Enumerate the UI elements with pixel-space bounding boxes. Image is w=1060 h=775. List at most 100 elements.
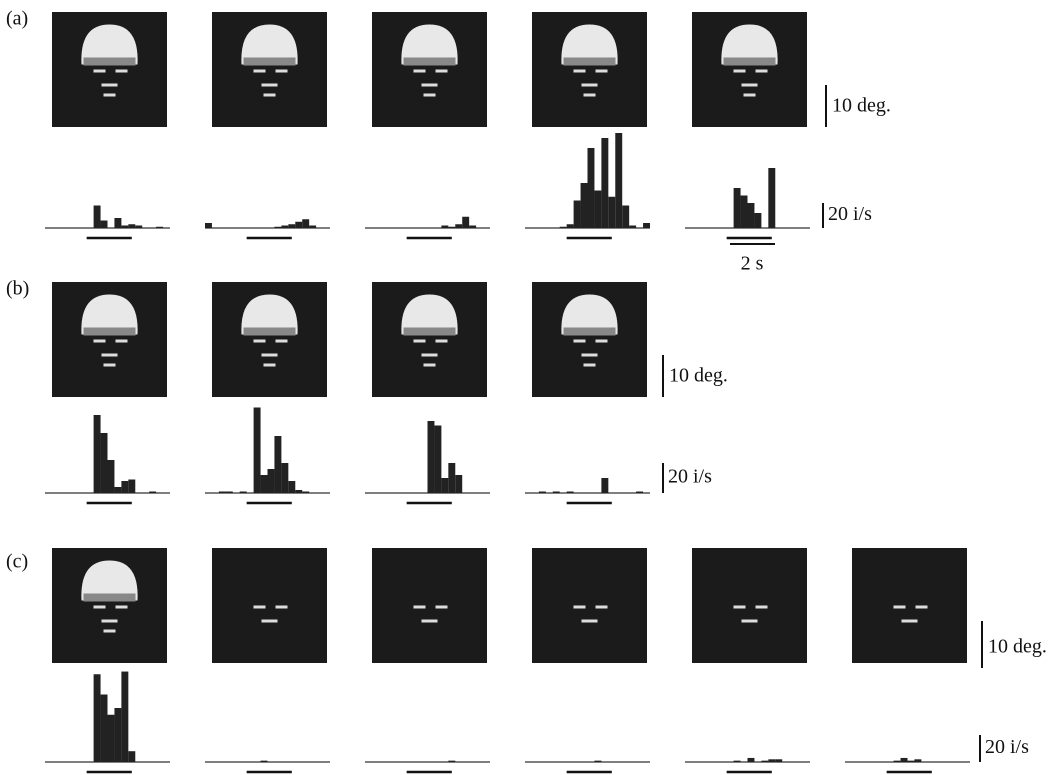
histogram-bar [594,761,601,762]
histogram-bar [469,226,476,229]
histogram-bar [274,436,281,493]
facial-feature [102,354,118,357]
facial-feature [264,94,276,97]
histogram-bar [567,492,574,494]
histogram-bar [149,492,156,494]
histogram-bar [309,226,316,229]
facial-feature [756,70,768,73]
histogram-bar [281,463,288,493]
hair-edge [84,594,136,602]
histogram-bar [108,715,115,762]
histogram-bar [101,695,108,763]
facial-feature [262,354,278,357]
face-stimulus [372,282,487,397]
facial-feature [422,84,438,87]
face-stimulus [692,12,807,127]
histogram-bar [121,672,128,762]
histogram-bar [601,138,608,228]
histogram-bar [914,759,921,762]
face-stimulus [532,282,647,397]
facial-feature [582,620,598,623]
histogram-bar [768,168,775,228]
time-scale-label: 2 s [741,253,764,275]
facial-feature [894,606,906,609]
histogram-bar [748,758,755,762]
face-stimulus [212,12,327,127]
histogram-bar [894,761,901,762]
histogram-bar [226,492,233,494]
histogram-bar [748,203,755,228]
histogram-bar [254,408,261,494]
histogram-bar [601,478,608,493]
histogram-bar [128,480,135,494]
hair-edge [564,328,616,336]
histogram-bar [615,133,622,228]
facial-feature [584,94,596,97]
facial-feature [94,70,106,73]
panel-label: (b) [6,278,29,300]
stimulus-background [212,548,327,663]
histogram-bar [94,415,101,493]
facial-feature [102,84,118,87]
histogram-bar [261,475,268,493]
histogram-bar [94,206,101,229]
size-scale-label: 10 deg. [832,95,891,117]
facial-feature [414,340,426,343]
facial-feature [414,606,426,609]
facial-feature [414,70,426,73]
histogram-bar [455,475,462,493]
face-stimulus [52,548,167,663]
histogram-bar [205,223,212,228]
histogram-bar [261,761,268,762]
face-stimulus [372,12,487,127]
histogram-bar [101,433,108,493]
histogram-bar [761,761,768,762]
facial-feature [254,340,266,343]
histogram-bar [295,222,302,228]
histogram-bar [768,759,775,762]
facial-feature [574,606,586,609]
histogram-bar [901,758,908,762]
facial-feature [116,606,128,609]
facial-feature [104,630,116,633]
histogram-bar [622,206,629,229]
facial-feature [254,606,266,609]
facial-feature [264,364,276,367]
histogram-bar [128,224,135,228]
facial-feature [104,364,116,367]
facial-feature [116,340,128,343]
histogram-bar [553,492,560,494]
face-stimulus [52,282,167,397]
facial-feature [262,84,278,87]
histogram-bar [114,708,121,762]
histogram-bar [121,226,128,229]
facial-feature [436,340,448,343]
histogram-bar [462,217,469,228]
rate-scale-label: 20 i/s [828,203,872,225]
histogram-bar [448,761,455,762]
facial-feature [574,340,586,343]
histogram-bar [734,188,741,228]
size-scale-label: 10 deg. [988,636,1047,658]
histogram-bar [567,224,574,228]
facial-feature [276,340,288,343]
facial-feature [424,364,436,367]
histogram-bar [908,761,915,762]
facial-feature [276,70,288,73]
facial-feature [584,364,596,367]
figure: (a)10 deg.20 i/s2 s(b)10 deg.20 i/s(c)10… [0,0,1060,775]
histogram-bar [108,460,115,493]
histogram-bar [741,196,748,229]
facial-feature [742,620,758,623]
facial-feature [902,620,918,623]
histogram-bar [455,224,462,228]
histogram-bar [288,224,295,228]
hair-edge [244,58,296,66]
rate-scale-label: 20 i/s [668,466,712,488]
histogram-bar [636,492,643,494]
facial-feature [116,70,128,73]
histogram-bar [643,223,650,228]
histogram-bar [441,478,448,493]
facial-feature [94,606,106,609]
facial-feature [104,94,116,97]
